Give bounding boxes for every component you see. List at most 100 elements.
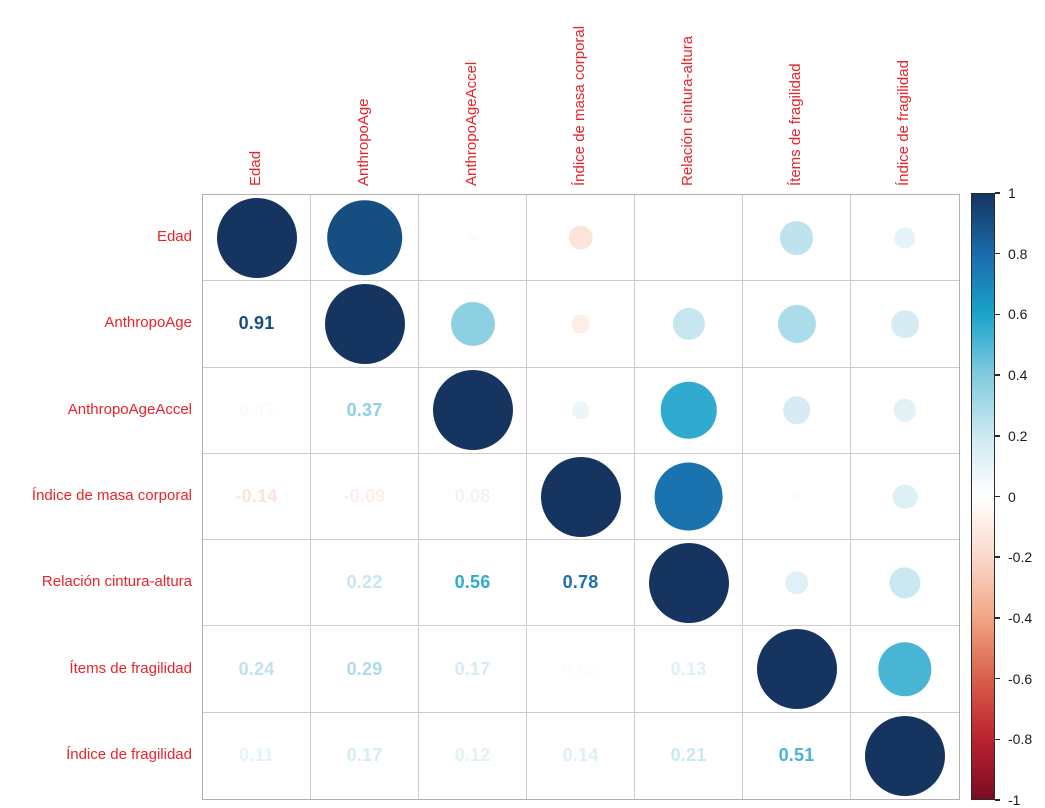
row-label: Índice de fragilidad — [66, 745, 192, 763]
correlation-circle — [878, 642, 932, 696]
correlation-value: 0.14 — [562, 745, 599, 766]
correlation-circle — [893, 399, 917, 422]
correlation-value: 0.24 — [238, 658, 275, 679]
correlation-value: 0.37 — [346, 399, 383, 420]
colorbar-tick-mark — [995, 617, 1000, 619]
correlation-circle — [894, 227, 916, 249]
correlation-circle — [865, 715, 945, 796]
correlation-value: 0.21 — [670, 745, 707, 766]
matrix-cell — [311, 195, 419, 282]
matrix-cell — [635, 281, 743, 368]
matrix-cell — [419, 281, 527, 368]
correlation-circle — [779, 220, 814, 255]
row-label: Índice de masa corporal — [31, 487, 192, 505]
correlation-value: 0.78 — [562, 572, 599, 593]
correlation-value: 0.12 — [454, 745, 491, 766]
matrix-cell — [527, 453, 635, 541]
colorbar-tick-label: 0 — [1008, 488, 1016, 505]
matrix-cell — [743, 453, 851, 541]
matrix-cell — [851, 713, 959, 799]
correlation-circle — [324, 283, 405, 364]
matrix-cell: 0.11 — [203, 712, 311, 800]
matrix-cell — [203, 195, 311, 282]
matrix-cell — [851, 540, 959, 627]
correlation-circle — [654, 462, 723, 531]
colorbar-tick-mark — [995, 252, 1000, 255]
matrix-cell: 0.03 — [203, 367, 311, 454]
correlation-value: 0.29 — [346, 658, 383, 679]
matrix-cell: 0.17 — [419, 626, 527, 713]
correlation-circle — [648, 542, 729, 623]
matrix-cell: 0.22 — [311, 540, 419, 627]
matrix-cell — [851, 627, 959, 713]
correlation-circle — [792, 492, 801, 501]
matrix-cell: -0.14 — [203, 453, 311, 541]
col-label: Índice de fragilidad — [895, 60, 912, 186]
correlation-circle — [540, 456, 621, 537]
colorbar-tick-label: 0.6 — [1008, 306, 1028, 323]
correlation-value: 0.11 — [239, 745, 274, 766]
correlation-value: 0.03 — [238, 399, 275, 420]
matrix-cell — [635, 367, 743, 454]
matrix-cell: 0.17 — [311, 712, 419, 800]
correlation-value: -0.09 — [343, 486, 386, 507]
matrix-cell — [527, 195, 635, 282]
colorbar-tick-label: -1 — [1008, 792, 1021, 808]
matrix-cell — [635, 453, 743, 541]
correlation-circle — [889, 567, 921, 599]
colorbar-tick-mark — [995, 738, 1000, 741]
matrix-cell: 0.00 — [203, 540, 311, 627]
matrix-cell — [635, 540, 743, 627]
row-label: Relación cintura-altura — [41, 573, 192, 591]
matrix-cell: 0.91 — [203, 281, 311, 368]
correlation-circle — [571, 401, 590, 420]
matrix-cell — [527, 281, 635, 368]
colorbar-tick-mark — [995, 495, 1000, 498]
matrix-cell: 0.29 — [311, 626, 419, 713]
correlation-circle — [216, 197, 297, 278]
matrix-cell — [635, 195, 743, 282]
row-label: AnthropoAge — [104, 314, 192, 332]
matrix-cell: -0.09 — [311, 453, 419, 541]
row-label: AnthropoAgeAccel — [67, 400, 192, 418]
matrix-cell — [851, 195, 959, 282]
correlation-circle — [660, 381, 717, 439]
correlation-value: 0.56 — [454, 572, 491, 593]
colorbar-tick-mark — [995, 556, 1000, 558]
col-label: Índice de masa corporal — [571, 25, 588, 186]
correlation-circle — [326, 199, 403, 276]
matrix-cell: 0.14 — [527, 712, 635, 800]
matrix-cell: 0.12 — [419, 712, 527, 800]
matrix-cell: 0.37 — [311, 367, 419, 454]
correlation-circle — [450, 301, 495, 346]
correlation-circle — [568, 225, 593, 250]
matrix-cell: 0.24 — [203, 626, 311, 713]
col-label: AnthropoAgeAccel — [463, 61, 480, 186]
matrix-cell — [419, 195, 527, 282]
colorbar-tick-mark — [995, 374, 1000, 376]
correlation-value: 0.13 — [670, 658, 707, 679]
correlation-value: 0.51 — [778, 745, 815, 766]
col-label: Ítems de fragilidad — [787, 63, 804, 186]
col-label: Relación cintura-altura — [679, 35, 696, 186]
correlation-circle — [432, 370, 513, 451]
matrix-cell — [419, 367, 527, 454]
correlation-circle — [784, 571, 809, 595]
matrix-cell: 0.13 — [635, 626, 743, 713]
col-label: AnthropoAge — [355, 98, 372, 186]
matrix-cell — [311, 281, 419, 368]
colorbar-tick-label: -0.6 — [1008, 670, 1033, 687]
correlation-circle — [672, 307, 705, 341]
correlation-circle — [891, 310, 919, 338]
matrix-cell — [851, 454, 959, 541]
col-label: Edad — [247, 150, 264, 186]
colorbar-tick-mark — [995, 192, 1000, 194]
row-label: Ítems de fragilidad — [69, 659, 192, 677]
matrix-cell — [743, 281, 851, 368]
correlation-value: 0.91 — [238, 313, 275, 334]
colorbar-tick-label: -0.8 — [1008, 731, 1033, 748]
correlation-value: 0.00 — [238, 572, 275, 593]
colorbar-tick-mark — [995, 799, 1000, 801]
correlation-value: 0.22 — [346, 572, 383, 593]
correlation-circle — [467, 232, 478, 243]
